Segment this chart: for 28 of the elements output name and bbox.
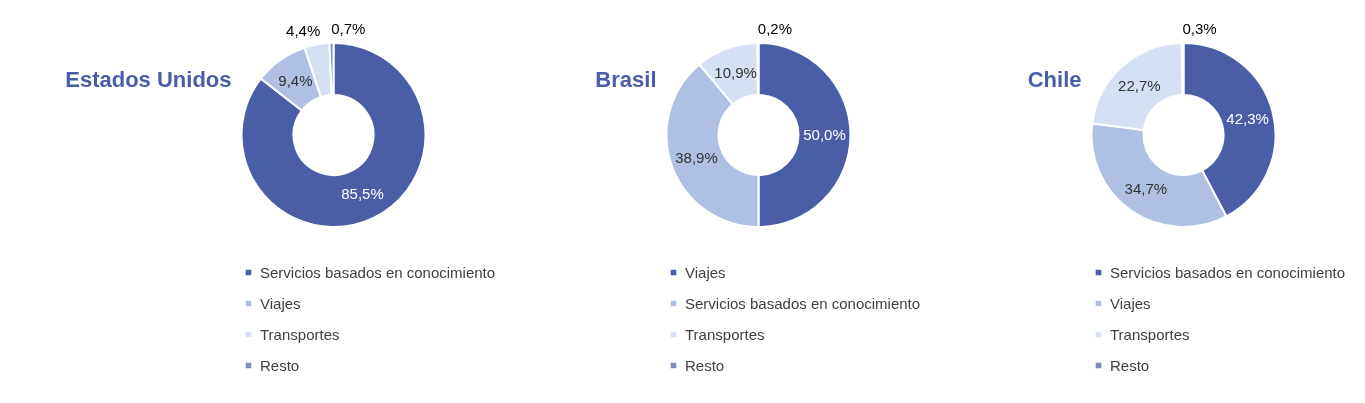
legend-label: Resto — [260, 356, 300, 374]
legend-label: Viajes — [685, 263, 726, 281]
data-label: 85,5% — [341, 185, 384, 203]
donut-slice — [240, 42, 427, 228]
data-label: 9,4% — [278, 72, 313, 90]
legend-label: Transportes — [685, 325, 765, 343]
text: Estados Unidos — [65, 67, 232, 92]
data-label: 0,3% — [1182, 20, 1217, 37]
legend-label: Resto — [685, 356, 725, 374]
legend-label: Servicios basados en conocimiento — [260, 263, 496, 281]
legend-label: Servicios basados en conocimiento — [685, 294, 921, 312]
legend-label: Viajes — [1110, 294, 1151, 312]
legend-label: Resto — [1110, 356, 1150, 374]
data-label: 0,7% — [331, 20, 366, 38]
data-label: 0,2% — [757, 20, 793, 37]
data-label: 22,7% — [1118, 76, 1161, 94]
data-label: 34,7% — [1124, 180, 1168, 198]
legend-label: Transportes — [1110, 325, 1190, 343]
legend-label: Viajes — [260, 294, 301, 312]
data-label: 38,9% — [675, 148, 718, 166]
text: Chile — [1027, 67, 1082, 92]
data-label: 10,9% — [714, 64, 757, 82]
legend-label: Servicios basados en conocimiento — [1110, 263, 1346, 281]
text: Brasil — [595, 67, 657, 92]
data-label: 42,3% — [1226, 110, 1269, 128]
data-label: 4,4% — [286, 21, 321, 39]
legend-label: Transportes — [260, 325, 340, 343]
data-label: 50,0% — [803, 126, 846, 143]
